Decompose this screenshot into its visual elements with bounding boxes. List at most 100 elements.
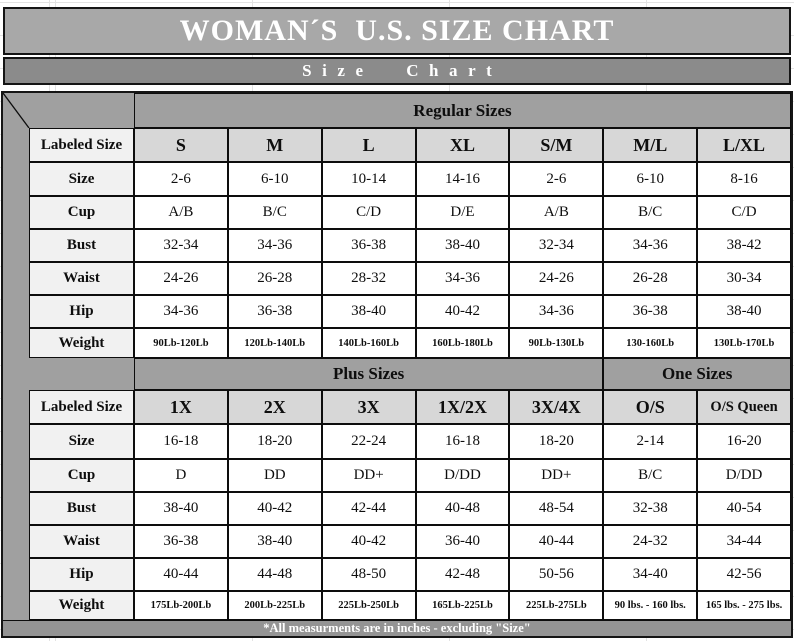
row-label-cell: Cup [29,459,134,492]
footnote-bar: *All measurments are in inches - excludi… [3,620,791,636]
data-cell: 22-24 [321,424,416,459]
page-title: WOMAN´S U.S. SIZE CHART [179,14,615,47]
data-cell: 34-36 [415,262,510,295]
left-gray-strip [3,128,29,620]
col-header-cell: 2X [227,390,322,424]
data-cell: 42-56 [697,558,791,591]
row-label-cell: Waist [29,262,134,295]
band-regular-sizes: Regular Sizes [134,93,791,128]
data-cell: D/DD [415,459,510,492]
data-cell: 165Lb-225Lb [415,591,510,620]
data-cell: 36-38 [321,229,416,262]
data-cell: 34-36 [134,295,228,328]
data-cell: 26-28 [603,262,698,295]
row-label-cell: Bust [29,229,134,262]
chart-subtitle-band: Size Chart [3,57,791,85]
data-cell: 160Lb-180Lb [415,328,510,358]
col-header-cell: 3X [321,390,416,424]
data-cell: 130-160Lb [603,328,698,358]
chart-title-band: WOMAN´S U.S. SIZE CHART [3,7,791,55]
row-label-cell: Hip [29,295,134,328]
row-header-labeled-size: Labeled Size [29,390,134,424]
data-cell: 24-26 [134,262,228,295]
data-cell: 48-54 [509,492,604,525]
row-label-cell: Hip [29,558,134,591]
data-cell: DD [227,459,322,492]
data-cell: 140Lb-160Lb [321,328,416,358]
data-cell: 225Lb-250Lb [321,591,416,620]
data-cell: 90Lb-130Lb [509,328,604,358]
col-header-cell: 1X/2X [415,390,510,424]
row-header-labeled-size: Labeled Size [29,128,134,162]
data-cell: 8-16 [697,162,791,196]
data-cell: 40-44 [509,525,604,558]
data-cell: DD+ [321,459,416,492]
col-header-cell: O/S Queen [697,390,791,424]
data-cell: 16-18 [134,424,228,459]
data-cell: 34-36 [509,295,604,328]
data-cell: 2-6 [509,162,604,196]
data-cell: 36-40 [415,525,510,558]
data-cell: 40-42 [227,492,322,525]
col-header-cell: S [134,128,228,162]
data-cell: 44-48 [227,558,322,591]
data-cell: 50-56 [509,558,604,591]
band-one-sizes: One Sizes [603,358,791,390]
row-label-cell: Weight [29,591,134,620]
data-cell: 24-32 [603,525,698,558]
data-cell: C/D [321,196,416,229]
data-cell: DD+ [509,459,604,492]
data-cell: 130Lb-170Lb [697,328,791,358]
data-cell: C/D [697,196,791,229]
data-cell: D [134,459,228,492]
data-cell: 6-10 [603,162,698,196]
data-cell: B/C [227,196,322,229]
col-header-cell: S/M [509,128,604,162]
data-cell: 38-40 [227,525,322,558]
data-cell: 165 lbs. - 275 lbs. [697,591,791,620]
data-cell: 200Lb-225Lb [227,591,322,620]
row-label-cell: Bust [29,492,134,525]
col-header-cell: M/L [603,128,698,162]
data-cell: A/B [134,196,228,229]
corner-cell [3,93,134,128]
data-cell: 38-40 [415,229,510,262]
data-cell: 32-38 [603,492,698,525]
row-label-cell: Size [29,424,134,459]
col-header-cell: M [227,128,322,162]
col-header-cell: 3X/4X [509,390,604,424]
page-subtitle: Size Chart [302,61,503,80]
data-cell: 90Lb-120Lb [134,328,228,358]
data-cell: 36-38 [603,295,698,328]
data-cell: 34-36 [603,229,698,262]
row-label-cell: Cup [29,196,134,229]
data-cell: 175Lb-200Lb [134,591,228,620]
band-plus-sizes: Plus Sizes [134,358,604,390]
data-cell: 2-6 [134,162,228,196]
data-cell: B/C [603,459,698,492]
data-cell: 18-20 [509,424,604,459]
data-cell: B/C [603,196,698,229]
data-cell: 48-50 [321,558,416,591]
data-cell: A/B [509,196,604,229]
data-cell: 34-36 [227,229,322,262]
data-cell: 40-54 [697,492,791,525]
data-cell: 16-20 [697,424,791,459]
data-cell: 32-34 [509,229,604,262]
data-cell: 34-40 [603,558,698,591]
data-cell: 30-34 [697,262,791,295]
data-cell: 6-10 [227,162,322,196]
col-header-cell: XL [415,128,510,162]
data-cell: 24-26 [509,262,604,295]
data-cell: 28-32 [321,262,416,295]
col-header-cell: 1X [134,390,228,424]
data-cell: 38-42 [697,229,791,262]
data-cell: 40-44 [134,558,228,591]
row-label-cell: Weight [29,328,134,358]
data-cell: 225Lb-275Lb [509,591,604,620]
col-header-cell: L [321,128,416,162]
data-cell: 38-40 [697,295,791,328]
data-cell: 40-48 [415,492,510,525]
col-header-cell: O/S [603,390,698,424]
row-label-cell: Waist [29,525,134,558]
